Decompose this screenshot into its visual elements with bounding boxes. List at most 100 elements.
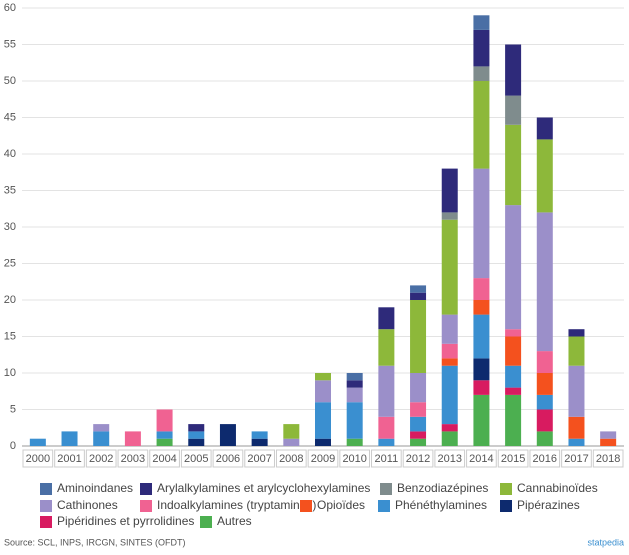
bar-segment <box>505 44 522 96</box>
x-tick-label: 2002 <box>89 453 113 465</box>
bar-segment <box>568 416 585 439</box>
bar-segment <box>251 438 268 446</box>
tick-box <box>117 449 149 468</box>
bar-segment <box>441 343 458 359</box>
bar-segment <box>600 438 617 446</box>
tick-box <box>497 449 529 468</box>
legend-label: Autres <box>217 514 252 528</box>
bar-segment <box>441 365 458 425</box>
y-tick-label: 60 <box>4 2 16 14</box>
x-tick-label: 2004 <box>152 453 176 465</box>
legend-label: Indoalkylamines (tryptamines) <box>157 498 316 512</box>
bar-segment <box>156 409 173 432</box>
bar-segment <box>568 365 585 417</box>
y-tick-label: 40 <box>4 148 16 160</box>
bar-segment <box>29 438 46 446</box>
x-tick-label: 2011 <box>375 453 399 465</box>
legend-label: Arylalkylamines et arylcyclohexylamines <box>157 481 370 495</box>
bar-segment <box>315 438 331 446</box>
x-tick-label: 2016 <box>533 453 557 465</box>
bar-segment <box>188 424 205 432</box>
bar-segment <box>410 300 427 373</box>
bar-segment <box>568 336 585 366</box>
tick-box <box>149 449 180 468</box>
bar-segment <box>473 358 490 381</box>
legend-swatch <box>300 500 312 512</box>
legend-swatch <box>140 483 152 495</box>
y-tick-label: 35 <box>4 184 16 196</box>
tick-box <box>529 449 561 468</box>
y-tick-label: 50 <box>4 75 16 87</box>
bar-segment <box>441 212 458 220</box>
y-tick-label: 0 <box>10 440 16 452</box>
bar-segment <box>441 431 458 446</box>
bar-segment <box>568 329 585 337</box>
bar-segment <box>283 424 300 439</box>
tick-box <box>212 449 244 468</box>
y-tick-label: 5 <box>10 403 16 415</box>
bar-segment <box>473 394 490 446</box>
bar-segment <box>505 365 522 388</box>
bar-segment <box>410 373 427 403</box>
bar-segment <box>505 205 522 330</box>
bar-segment <box>505 124 522 206</box>
bar-segment <box>536 139 553 213</box>
x-tick-label: 2010 <box>342 453 366 465</box>
bar-segment <box>473 314 490 359</box>
bar-segment <box>505 387 522 395</box>
bar-segment <box>283 438 300 446</box>
legend-swatch <box>200 516 212 528</box>
bar-segment <box>568 438 585 446</box>
legend-label: Pipérazines <box>517 498 580 512</box>
legend-swatch <box>140 500 152 512</box>
bar-segment <box>473 168 490 279</box>
bar-segment <box>473 15 490 30</box>
legend-swatch <box>378 500 390 512</box>
x-tick-label: 2006 <box>216 453 240 465</box>
legend-swatch <box>380 483 392 495</box>
bar-segment <box>410 285 427 293</box>
x-tick-label: 2009 <box>311 453 335 465</box>
bar-segment <box>346 402 363 439</box>
bar-segment <box>473 278 490 300</box>
bar-segment <box>378 307 395 330</box>
x-tick-label: 2014 <box>469 453 493 465</box>
bar-segment <box>93 424 110 432</box>
bar-segment <box>410 431 427 439</box>
x-tick-label: 2007 <box>247 453 271 465</box>
bar-segment <box>441 314 458 344</box>
legend-swatch <box>500 500 512 512</box>
x-tick-label: 2008 <box>279 453 303 465</box>
y-tick-label: 10 <box>4 367 16 379</box>
tick-box <box>592 449 624 468</box>
bar-segment <box>441 358 458 366</box>
bar-segment <box>505 394 522 446</box>
bar-segment <box>378 365 395 417</box>
x-tick-label: 2003 <box>121 453 145 465</box>
bar-segment <box>441 424 458 432</box>
bar-segment <box>410 402 427 417</box>
bar-segment <box>505 336 522 366</box>
bar-segment <box>61 431 78 446</box>
bar-segment <box>410 438 427 446</box>
bar-segment <box>315 380 331 403</box>
bar-segment <box>346 438 363 446</box>
tick-box <box>275 449 307 468</box>
x-tick-label: 2018 <box>596 453 620 465</box>
bar-segment <box>124 431 141 446</box>
bar-segment <box>93 431 110 446</box>
y-tick-label: 15 <box>4 330 16 342</box>
tick-box <box>22 449 54 468</box>
legend-label: Cathinones <box>57 498 118 512</box>
bar-segment <box>315 373 331 381</box>
bar-segment <box>536 117 553 140</box>
bar-segment <box>346 387 363 403</box>
bar-segment <box>536 212 553 352</box>
x-tick-label: 2005 <box>184 453 208 465</box>
bar-segment <box>410 416 427 432</box>
tick-box <box>244 449 275 468</box>
bar-segment <box>536 409 553 432</box>
legend-swatch <box>40 500 52 512</box>
bar-segment <box>410 292 427 300</box>
legend-label: Cannabinoïdes <box>517 481 598 495</box>
